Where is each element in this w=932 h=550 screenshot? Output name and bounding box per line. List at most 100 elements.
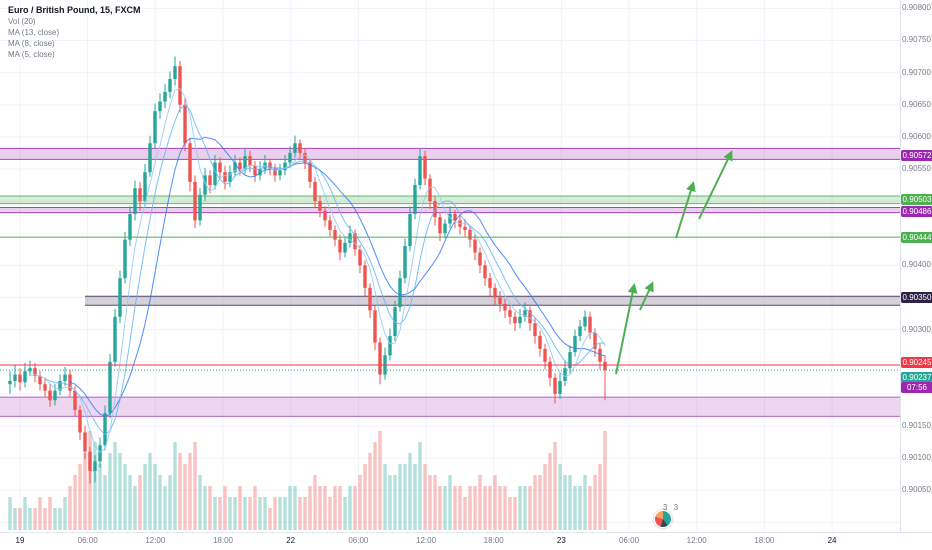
volume-bar — [248, 497, 252, 530]
volume-bar — [488, 486, 492, 530]
candle-body — [508, 310, 512, 317]
symbol-title[interactable]: Euro / British Pound, 15, FXCM — [8, 5, 141, 15]
candle-body — [138, 188, 142, 202]
volume-bar — [588, 486, 592, 530]
volume-bar — [113, 442, 117, 530]
volume-bar — [568, 475, 572, 530]
price-zone-drawing[interactable] — [0, 195, 900, 205]
chart-legend: Euro / British Pound, 15, FXCM Vol (20) … — [8, 5, 141, 60]
price-level-label: 07:56 — [901, 382, 932, 394]
volume-bar — [508, 497, 512, 530]
candle-body — [158, 101, 162, 112]
candle-body — [493, 287, 497, 298]
ma8-indicator-label[interactable]: MA (8, close) — [8, 39, 55, 48]
candle-body — [448, 213, 452, 224]
volume-bar — [458, 486, 462, 530]
candle-body — [388, 336, 392, 356]
volume-bar — [283, 497, 287, 530]
candle-body — [573, 336, 577, 353]
volume-bar — [478, 475, 482, 530]
price-chart-canvas[interactable] — [0, 0, 900, 532]
volume-bar — [163, 486, 167, 530]
volume-bar — [438, 486, 442, 530]
volume-bar — [178, 453, 182, 530]
volume-bar — [188, 453, 192, 530]
candle-body — [18, 374, 22, 383]
price-zone-drawing[interactable] — [85, 295, 900, 306]
candle-body — [33, 368, 37, 376]
candle-body — [23, 371, 27, 383]
candle-body — [578, 326, 582, 337]
volume-bar — [453, 486, 457, 530]
volume-bar — [563, 475, 567, 530]
volume-bar — [558, 464, 562, 530]
volume-bar — [553, 442, 557, 530]
zone-fill — [0, 195, 900, 204]
candle-body — [528, 310, 532, 324]
volume-bar — [173, 442, 177, 530]
candle-body — [68, 374, 72, 391]
volume-bar — [368, 453, 372, 530]
ma13-line — [69, 136, 606, 417]
ma5-indicator-label[interactable]: MA (5, close) — [8, 50, 55, 59]
volume-bar — [138, 475, 142, 530]
candle-body — [183, 104, 187, 144]
price-tick-label: 0.90300 — [902, 324, 931, 334]
candle-body — [118, 278, 122, 317]
price-tick-label: 0.90650 — [902, 99, 931, 109]
volume-bar — [468, 486, 472, 530]
volume-bar — [463, 497, 467, 530]
volume-bar — [498, 486, 502, 530]
volume-bar — [153, 464, 157, 530]
volume-bar — [448, 475, 452, 530]
candle-body — [368, 287, 372, 311]
candle-body — [538, 336, 542, 349]
candle-body — [153, 111, 157, 144]
candle-body — [173, 66, 177, 80]
candle-body — [583, 316, 587, 327]
up-arrow-drawing[interactable] — [698, 150, 733, 220]
volume-bar — [313, 475, 317, 530]
volume-bar — [433, 475, 437, 530]
price-level-label: 0.90444 — [901, 232, 932, 244]
volume-bar — [343, 497, 347, 530]
price-axis[interactable]: 0.90800 0.90750 0.90700 0.90650 0.90600 0.905… — [900, 0, 932, 532]
candle-body — [603, 361, 607, 371]
volume-bar — [513, 497, 517, 530]
volume-bar — [528, 486, 532, 530]
candle-body — [323, 210, 327, 221]
idea-marker[interactable]: 3 3 — [650, 503, 684, 529]
volume-bar — [28, 508, 32, 530]
time-tick-label: 18:00 — [483, 536, 504, 545]
up-arrow-drawing[interactable] — [615, 283, 638, 375]
candle-body — [88, 451, 92, 471]
candle-body — [203, 175, 207, 195]
candle-body — [443, 223, 447, 234]
candle-body — [38, 375, 42, 385]
up-arrow-drawing[interactable] — [639, 281, 654, 311]
ma13-indicator-label[interactable]: MA (13, close) — [8, 28, 60, 37]
volume-bar — [48, 497, 52, 530]
price-zone-drawing[interactable] — [0, 147, 900, 160]
price-zone-drawing[interactable] — [0, 396, 900, 417]
idea-avatar-icon — [654, 510, 672, 528]
candle-body — [218, 162, 222, 173]
candle-body — [313, 181, 317, 202]
up-arrow-drawing[interactable] — [675, 181, 696, 239]
volume-bar — [583, 475, 587, 530]
candle-body — [123, 239, 127, 279]
volume-bar — [538, 475, 542, 530]
volume-bar — [418, 442, 422, 530]
price-level-label: 0.90572 — [901, 149, 932, 161]
volume-bar — [358, 475, 362, 530]
candle-body — [103, 413, 107, 446]
volume-indicator-label[interactable]: Vol (20) — [8, 17, 36, 26]
volume-bar — [208, 486, 212, 530]
time-axis[interactable]: 19 06:00 12:00 18:00 22 06:00 12:00 18:00 23 06:0… — [0, 532, 932, 550]
candle-body — [498, 297, 502, 304]
volume-bar — [298, 497, 302, 530]
volume-bar — [403, 464, 407, 530]
volume-bar — [133, 486, 137, 530]
ma8-line — [44, 104, 606, 436]
candle-body — [423, 156, 427, 179]
